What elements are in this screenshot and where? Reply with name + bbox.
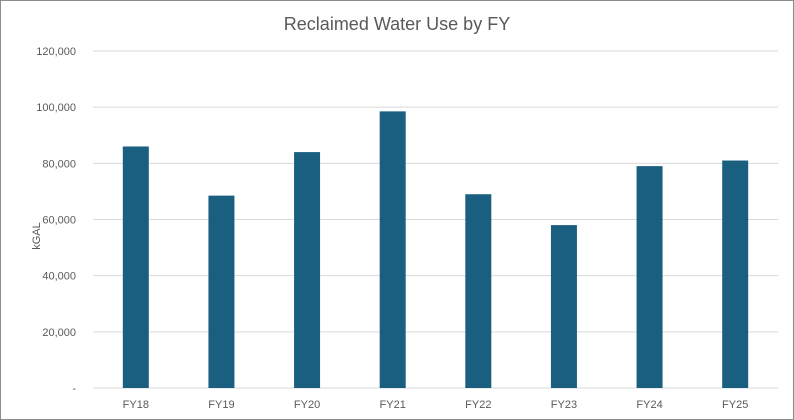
x-tick-label: FY23 <box>551 399 577 411</box>
gridlines <box>93 50 778 389</box>
bar-fy18 <box>122 146 149 388</box>
y-tick-label: 100,000 <box>36 102 76 114</box>
y-tick-label: 60,000 <box>42 215 76 227</box>
x-tick-label: FY25 <box>722 399 748 411</box>
x-tick-label: FY24 <box>636 399 662 411</box>
bar-fy25 <box>722 160 749 388</box>
y-tick-label: 120,000 <box>36 46 76 58</box>
bar-fy24 <box>636 166 663 388</box>
y-tick-label: 80,000 <box>42 158 76 170</box>
bars <box>122 111 749 389</box>
x-tick-label: FY19 <box>208 399 234 411</box>
bar-fy23 <box>550 225 577 388</box>
x-tick-labels: FY18 FY19 FY20 FY21 FY22 FY23 FY24 FY25 <box>123 399 749 411</box>
y-tick-label: - <box>72 383 76 395</box>
bar-fy21 <box>379 111 406 389</box>
y-tick-label: 40,000 <box>42 271 76 283</box>
bar-fy20 <box>294 152 321 388</box>
y-tick-labels: - 20,000 40,000 60,000 80,000 100,000 120,000 <box>36 46 76 395</box>
bar-fy22 <box>465 194 492 388</box>
y-axis-label: kGAL <box>31 222 43 250</box>
x-tick-label: FY21 <box>380 399 406 411</box>
bar-fy19 <box>208 195 235 388</box>
x-tick-label: FY18 <box>123 399 149 411</box>
y-tick-label: 20,000 <box>42 327 76 339</box>
chart-title: Reclaimed Water Use by FY <box>284 14 510 34</box>
x-tick-label: FY22 <box>465 399 491 411</box>
x-tick-label: FY20 <box>294 399 320 411</box>
